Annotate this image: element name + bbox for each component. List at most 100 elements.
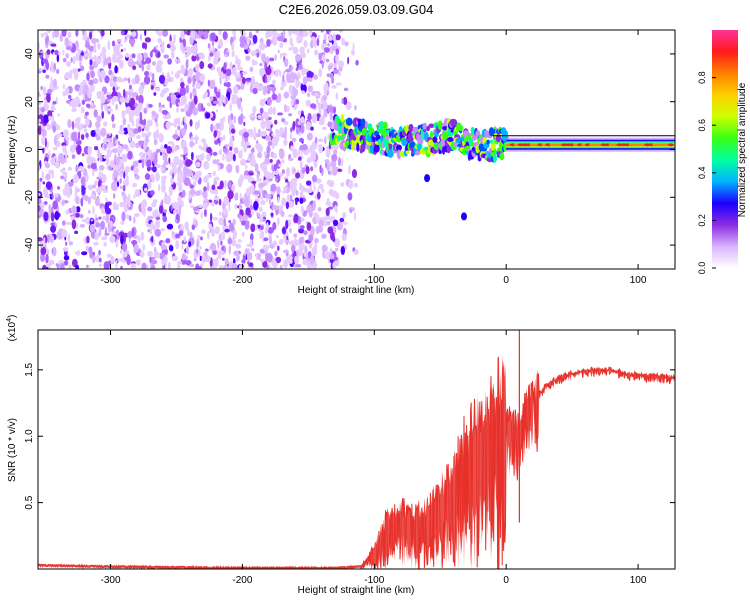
noise-speckle xyxy=(310,103,317,109)
noise-speckle xyxy=(55,263,59,267)
noise-speckle xyxy=(295,53,302,62)
noise-speckle xyxy=(266,145,271,154)
noise-speckle xyxy=(111,123,116,129)
noise-speckle xyxy=(170,50,175,59)
noise-speckle xyxy=(316,191,321,200)
noise-speckle xyxy=(337,168,343,173)
noise-speckle xyxy=(297,132,302,136)
noise-speckle xyxy=(118,141,121,146)
noise-speckle xyxy=(101,110,105,119)
noise-speckle xyxy=(184,177,191,187)
noise-speckle xyxy=(183,30,187,35)
noise-speckle xyxy=(278,163,282,167)
noise-speckle xyxy=(160,166,165,172)
noise-speckle xyxy=(258,67,265,77)
noise-speckle xyxy=(153,246,157,254)
noise-speckle xyxy=(68,264,72,269)
noise-speckle xyxy=(297,110,302,116)
noise-speckle xyxy=(318,52,323,61)
noise-speckle xyxy=(139,34,143,41)
noise-speckle xyxy=(291,42,294,51)
noise-speckle xyxy=(62,129,70,138)
signal-blob xyxy=(409,141,416,148)
noise-speckle xyxy=(120,234,124,245)
noise-speckle xyxy=(62,167,66,171)
noise-speckle xyxy=(116,145,123,154)
noise-speckle xyxy=(140,204,146,209)
noise-speckle xyxy=(202,190,208,199)
noise-speckle xyxy=(334,34,341,41)
noise-speckle xyxy=(165,238,171,244)
noise-speckle xyxy=(186,245,189,255)
noise-speckle xyxy=(75,164,78,173)
noise-speckle xyxy=(239,34,246,45)
noise-speckle xyxy=(50,222,55,226)
noise-speckle xyxy=(292,120,296,130)
noise-speckle xyxy=(121,110,127,115)
noise-speckle xyxy=(288,73,293,84)
noise-speckle xyxy=(327,37,333,41)
noise-speckle xyxy=(335,54,340,64)
noise-speckle xyxy=(193,206,200,211)
noise-speckle xyxy=(207,79,210,87)
noise-speckle xyxy=(135,142,139,149)
noise-speckle xyxy=(341,98,344,104)
noise-speckle xyxy=(139,82,146,86)
noise-speckle xyxy=(211,200,215,207)
noise-speckle xyxy=(120,30,125,36)
noise-speckle xyxy=(181,253,186,261)
noise-speckle xyxy=(210,123,214,133)
colorbar-ticks: 0.0 0.2 0.4 0.6 0.8 xyxy=(697,71,716,274)
signal-blob xyxy=(470,126,475,134)
noise-speckle xyxy=(353,248,359,256)
noise-speckle xyxy=(159,151,163,156)
noise-speckle xyxy=(180,108,185,113)
noise-speckle xyxy=(38,164,41,172)
noise-speckle xyxy=(128,109,135,118)
noise-speckle xyxy=(295,172,301,179)
noise-speckle xyxy=(129,140,136,149)
noise-speckle xyxy=(86,154,93,165)
noise-speckle xyxy=(303,40,308,48)
noise-speckle xyxy=(245,141,250,146)
noise-speckle xyxy=(191,54,197,62)
noise-speckle xyxy=(195,248,199,255)
noise-speckle xyxy=(277,245,280,251)
noise-speckle xyxy=(68,94,72,100)
noise-speckle xyxy=(62,199,65,206)
noise-speckle xyxy=(155,44,159,51)
noise-speckle xyxy=(274,119,278,125)
noise-speckle xyxy=(52,200,59,210)
snr-y-tick-label: 1.5 xyxy=(24,362,35,376)
noise-speckle xyxy=(325,58,330,63)
noise-speckle xyxy=(225,68,232,77)
noise-speckle xyxy=(65,53,70,59)
noise-speckle xyxy=(132,160,139,168)
noise-speckle xyxy=(100,30,105,37)
noise-speckle xyxy=(325,207,330,217)
noise-speckle xyxy=(154,228,161,237)
noise-speckle xyxy=(45,74,50,79)
noise-speckle xyxy=(263,151,267,157)
noise-speckle xyxy=(174,72,181,79)
noise-speckle xyxy=(306,188,313,193)
noise-speckle xyxy=(38,118,42,123)
noise-speckle xyxy=(157,30,163,37)
noise-speckle xyxy=(162,215,168,223)
noise-speckle xyxy=(77,68,81,72)
noise-speckle xyxy=(330,165,333,176)
noise-speckle xyxy=(46,194,51,199)
noise-speckle xyxy=(85,103,91,108)
noise-speckle xyxy=(295,99,300,105)
noise-speckle xyxy=(142,244,146,251)
noise-speckle xyxy=(155,113,159,120)
noise-speckle xyxy=(338,60,345,69)
signal-blob xyxy=(447,137,454,142)
noise-speckle xyxy=(59,263,65,269)
noise-speckle xyxy=(133,167,139,175)
noise-speckle xyxy=(137,140,144,146)
snr-line xyxy=(38,357,675,569)
noise-speckle xyxy=(46,263,52,267)
noise-speckle xyxy=(101,90,105,99)
